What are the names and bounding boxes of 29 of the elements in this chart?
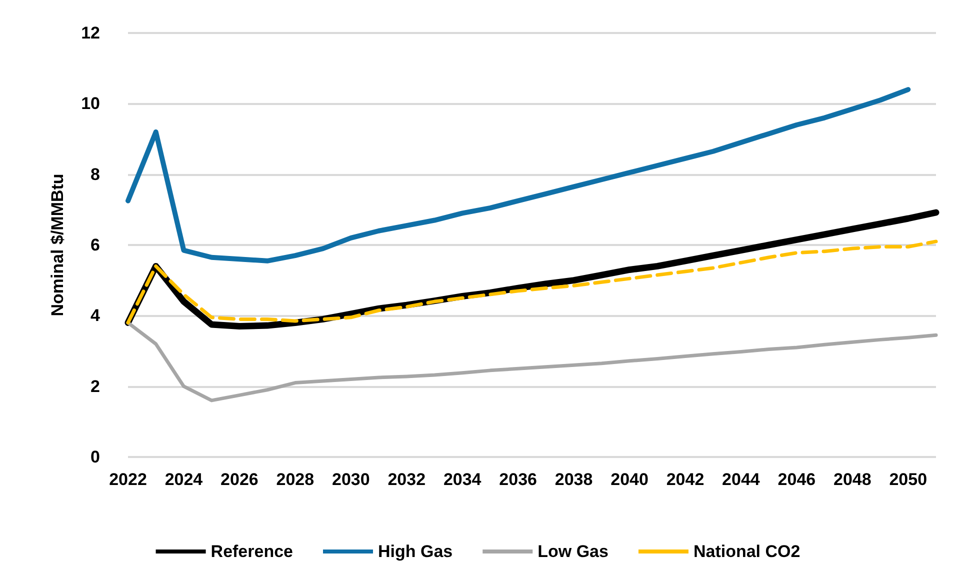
y-tick-label: 4 bbox=[90, 306, 101, 326]
x-tick-label: 2034 bbox=[443, 470, 482, 489]
x-tick-label: 2046 bbox=[778, 470, 816, 489]
x-tick-label: 2036 bbox=[499, 470, 537, 489]
x-tick-label: 2044 bbox=[722, 470, 760, 489]
x-tick-label: 2042 bbox=[666, 470, 704, 489]
legend-label: Reference bbox=[210, 542, 294, 561]
legend-label: National CO2 bbox=[693, 542, 800, 561]
y-tick-label: 8 bbox=[90, 164, 100, 184]
legend-label: High Gas bbox=[378, 542, 453, 561]
line-series bbox=[126, 320, 938, 402]
x-tick-label: 2026 bbox=[220, 470, 258, 489]
x-tick-label: 2030 bbox=[332, 470, 370, 489]
x-tick-label: 2032 bbox=[388, 470, 426, 489]
x-tick-label: 2048 bbox=[834, 470, 872, 489]
x-tick-label: 2040 bbox=[610, 470, 648, 489]
x-tick-label: 2028 bbox=[276, 470, 314, 489]
y-tick-label: 10 bbox=[81, 94, 100, 114]
x-tick-label: 2038 bbox=[554, 470, 593, 489]
legend-label: Low Gas bbox=[538, 542, 608, 561]
x-tick-label: 2024 bbox=[164, 470, 204, 489]
y-tick-label: 2 bbox=[90, 376, 100, 396]
y-tick-label: 6 bbox=[90, 236, 100, 254]
y-axis-title: Nominal $/MMBtu bbox=[48, 174, 67, 316]
line-series bbox=[126, 240, 938, 324]
x-tick-label: 2022 bbox=[109, 470, 147, 489]
y-tick-label: 12 bbox=[81, 24, 100, 42]
x-tick-label: 2050 bbox=[889, 470, 928, 489]
y-tick-label: 0 bbox=[90, 448, 100, 466]
